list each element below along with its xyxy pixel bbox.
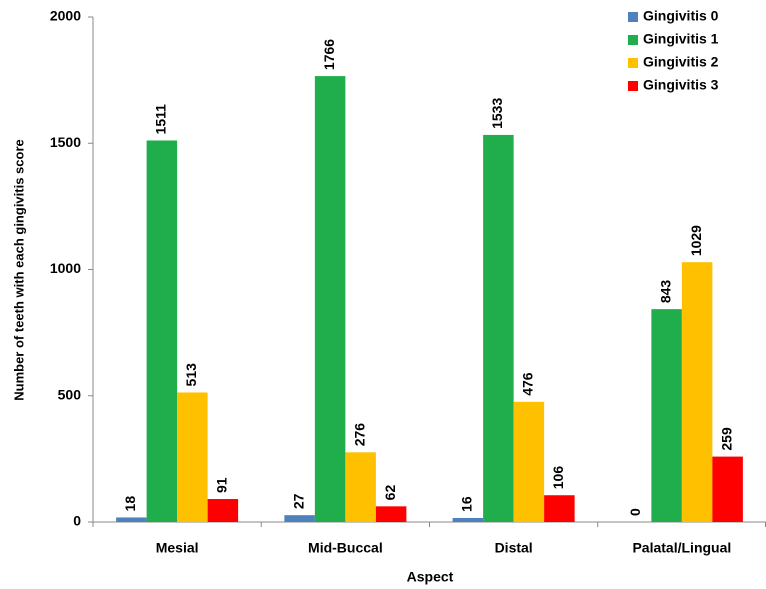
- data-label: 62: [382, 485, 398, 501]
- bar: [375, 506, 407, 522]
- legend-label: Gingivitis 3: [643, 77, 719, 93]
- y-tick-label: 500: [58, 386, 82, 402]
- x-tick-label: Palatal/Lingual: [632, 540, 731, 556]
- legend-label: Gingivitis 0: [643, 8, 719, 24]
- legend-swatch: [628, 58, 638, 68]
- data-label: 18: [122, 496, 138, 512]
- data-label: 0: [627, 508, 643, 516]
- data-label: 513: [183, 363, 199, 387]
- data-label: 1511: [153, 104, 169, 135]
- legend-swatch: [628, 12, 638, 22]
- bar: [177, 392, 208, 522]
- legend-swatch: [628, 35, 638, 45]
- data-label: 276: [351, 423, 367, 447]
- data-label: 27: [290, 493, 306, 509]
- bar: [146, 140, 178, 522]
- bar: [116, 517, 147, 522]
- data-label: 1029: [688, 225, 704, 256]
- data-label: 16: [459, 496, 475, 512]
- x-tick-label: Mid-Buccal: [308, 540, 383, 556]
- y-axis-title: Number of teeth with each gingivitis sco…: [11, 139, 26, 401]
- data-label: 91: [214, 477, 230, 493]
- bar: [483, 134, 514, 523]
- y-tick-label: 1000: [50, 260, 81, 276]
- legend-label: Gingivitis 1: [643, 31, 719, 47]
- bar: [284, 515, 315, 522]
- data-label: 843: [657, 280, 673, 304]
- bar: [513, 401, 545, 522]
- bar: [345, 452, 376, 522]
- legend-label: Gingivitis 2: [643, 54, 719, 70]
- bar: [314, 76, 346, 523]
- data-label: 106: [550, 466, 566, 490]
- data-label: 259: [718, 427, 734, 451]
- legend-swatch: [628, 81, 638, 91]
- bar: [544, 495, 575, 522]
- data-label: 1533: [489, 98, 505, 129]
- x-tick-label: Distal: [495, 540, 533, 556]
- bar: [681, 262, 713, 522]
- x-tick-label: Mesial: [156, 540, 199, 556]
- bar: [207, 499, 239, 522]
- y-tick-label: 1500: [50, 134, 81, 150]
- bar: [452, 517, 484, 522]
- bar: [651, 309, 682, 522]
- y-tick-label: 0: [73, 513, 81, 529]
- y-tick-label: 2000: [50, 8, 81, 24]
- bar: [712, 456, 743, 522]
- x-axis-title: Aspect: [407, 569, 454, 585]
- data-label: 1766: [321, 39, 337, 70]
- data-label: 476: [520, 372, 536, 396]
